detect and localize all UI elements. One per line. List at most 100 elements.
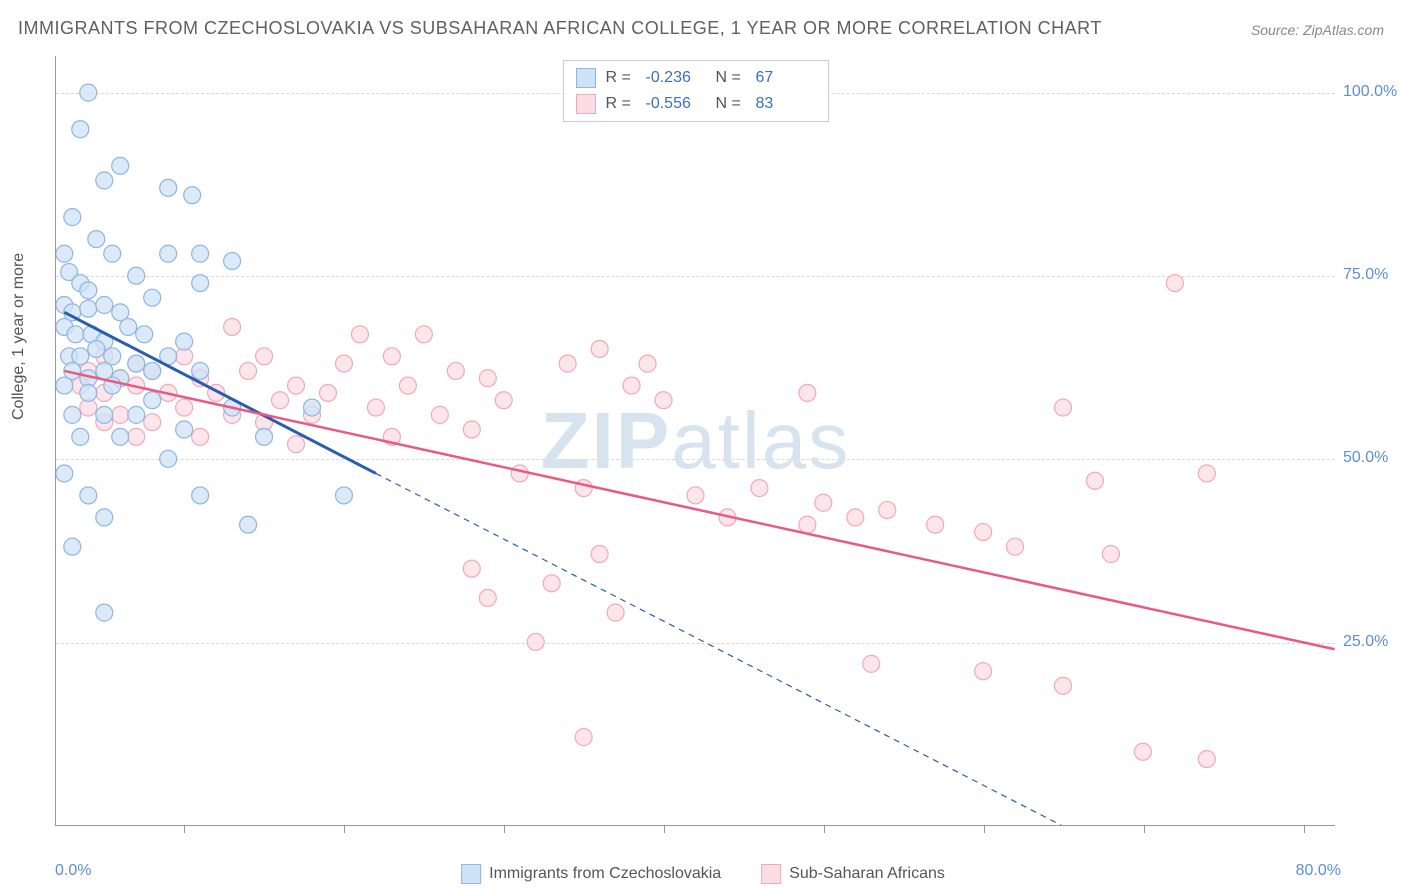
chart-title: IMMIGRANTS FROM CZECHOSLOVAKIA VS SUBSAH…	[18, 18, 1102, 39]
scatter-point-czech	[240, 516, 257, 533]
scatter-point-subsaharan	[463, 421, 480, 438]
legend-row-subsaharan: R = -0.556 N = 83	[576, 91, 816, 117]
scatter-point-czech	[96, 509, 113, 526]
scatter-point-subsaharan	[591, 340, 608, 357]
scatter-point-czech	[80, 84, 97, 101]
scatter-svg	[56, 56, 1335, 825]
scatter-point-subsaharan	[479, 370, 496, 387]
scatter-point-subsaharan	[367, 399, 384, 416]
scatter-point-czech	[160, 450, 177, 467]
scatter-point-czech	[64, 209, 81, 226]
scatter-point-subsaharan	[192, 428, 209, 445]
x-tick	[1304, 825, 1305, 833]
swatch-czech-icon	[461, 864, 481, 884]
scatter-point-subsaharan	[607, 604, 624, 621]
n-value-czech: 67	[756, 69, 816, 87]
scatter-point-subsaharan	[975, 663, 992, 680]
legend-item-subsaharan: Sub-Saharan Africans	[761, 864, 945, 884]
scatter-point-subsaharan	[847, 509, 864, 526]
scatter-point-czech	[144, 289, 161, 306]
scatter-point-czech	[176, 421, 193, 438]
scatter-point-subsaharan	[319, 384, 336, 401]
scatter-point-subsaharan	[431, 406, 448, 423]
scatter-point-czech	[112, 157, 129, 174]
scatter-point-czech	[192, 487, 209, 504]
scatter-point-subsaharan	[863, 655, 880, 672]
x-tick	[184, 825, 185, 833]
scatter-point-czech	[67, 326, 84, 343]
scatter-point-subsaharan	[591, 546, 608, 563]
scatter-point-subsaharan	[511, 465, 528, 482]
scatter-point-czech	[128, 355, 145, 372]
x-tick	[824, 825, 825, 833]
scatter-point-czech	[80, 487, 97, 504]
legend-item-czech: Immigrants from Czechoslovakia	[461, 864, 721, 884]
scatter-point-subsaharan	[288, 377, 305, 394]
scatter-point-subsaharan	[463, 560, 480, 577]
legend-label-czech: Immigrants from Czechoslovakia	[489, 865, 721, 883]
scatter-point-czech	[176, 333, 193, 350]
scatter-point-czech	[64, 538, 81, 555]
scatter-point-czech	[96, 297, 113, 314]
scatter-point-czech	[192, 362, 209, 379]
scatter-point-subsaharan	[144, 414, 161, 431]
scatter-point-subsaharan	[272, 392, 289, 409]
swatch-subsaharan-icon	[761, 864, 781, 884]
scatter-point-czech	[304, 399, 321, 416]
n-value-subsaharan: 83	[756, 95, 816, 113]
x-tick	[1144, 825, 1145, 833]
r-value-czech: -0.236	[646, 69, 706, 87]
n-label: N =	[716, 69, 746, 87]
scatter-point-czech	[160, 245, 177, 262]
scatter-point-subsaharan	[1198, 465, 1215, 482]
scatter-point-czech	[80, 282, 97, 299]
trend-line-subsaharan	[64, 371, 1334, 649]
scatter-point-czech	[96, 406, 113, 423]
legend-series: Immigrants from Czechoslovakia Sub-Sahar…	[461, 864, 945, 884]
y-tick-label: 100.0%	[1343, 83, 1403, 101]
swatch-czech-icon	[576, 68, 596, 88]
scatter-point-czech	[192, 245, 209, 262]
swatch-subsaharan-icon	[576, 94, 596, 114]
scatter-point-czech	[64, 406, 81, 423]
x-axis-max-label: 80.0%	[1296, 862, 1341, 880]
scatter-point-subsaharan	[495, 392, 512, 409]
r-label: R =	[606, 69, 636, 87]
scatter-point-czech	[80, 300, 97, 317]
scatter-point-czech	[104, 245, 121, 262]
scatter-point-subsaharan	[447, 362, 464, 379]
scatter-point-subsaharan	[543, 575, 560, 592]
n-label: N =	[716, 95, 746, 113]
scatter-point-czech	[112, 428, 129, 445]
scatter-point-subsaharan	[575, 729, 592, 746]
scatter-point-subsaharan	[112, 406, 129, 423]
y-tick-label: 25.0%	[1343, 633, 1403, 651]
scatter-point-subsaharan	[799, 516, 816, 533]
scatter-point-subsaharan	[815, 494, 832, 511]
scatter-point-subsaharan	[527, 633, 544, 650]
scatter-point-subsaharan	[1166, 275, 1183, 292]
scatter-point-czech	[184, 187, 201, 204]
plot-area: ZIPatlas R = -0.236 N = 67 R = -0.556 N …	[55, 56, 1335, 826]
scatter-point-czech	[88, 340, 105, 357]
scatter-point-subsaharan	[335, 355, 352, 372]
scatter-point-czech	[144, 362, 161, 379]
y-axis-label: College, 1 year or more	[10, 253, 28, 420]
scatter-point-subsaharan	[224, 318, 241, 335]
scatter-point-czech	[72, 121, 89, 138]
scatter-point-subsaharan	[1007, 538, 1024, 555]
scatter-point-subsaharan	[1134, 743, 1151, 760]
scatter-point-czech	[56, 465, 73, 482]
scatter-point-subsaharan	[176, 399, 193, 416]
y-tick-label: 75.0%	[1343, 266, 1403, 284]
scatter-point-subsaharan	[1086, 472, 1103, 489]
scatter-point-czech	[88, 231, 105, 248]
scatter-point-czech	[72, 428, 89, 445]
scatter-point-subsaharan	[288, 436, 305, 453]
scatter-point-czech	[335, 487, 352, 504]
source-attribution: Source: ZipAtlas.com	[1251, 22, 1384, 38]
scatter-point-subsaharan	[1055, 677, 1072, 694]
scatter-point-czech	[96, 172, 113, 189]
scatter-point-subsaharan	[751, 480, 768, 497]
scatter-point-subsaharan	[1102, 546, 1119, 563]
